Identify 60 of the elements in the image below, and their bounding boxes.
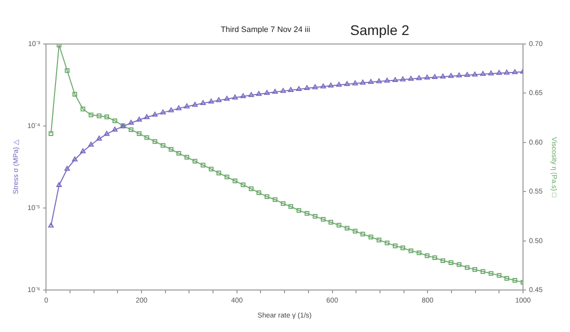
chart-title: Third Sample 7 Nov 24 iii <box>220 25 310 34</box>
text: Sample 2 <box>350 22 410 38</box>
point <box>296 86 302 92</box>
point <box>400 76 406 82</box>
point <box>424 74 430 80</box>
point <box>56 182 62 188</box>
point <box>344 81 350 86</box>
point <box>224 96 230 101</box>
point <box>248 92 254 97</box>
point <box>336 82 342 87</box>
point <box>64 166 70 171</box>
point <box>392 77 398 82</box>
point <box>264 90 270 95</box>
point <box>216 97 222 102</box>
point <box>304 85 310 90</box>
point <box>184 103 190 108</box>
point <box>512 69 518 74</box>
point <box>352 80 358 86</box>
point <box>312 84 318 90</box>
point <box>440 74 446 79</box>
point <box>256 91 262 96</box>
point <box>112 126 118 132</box>
point <box>88 142 94 147</box>
point <box>472 72 478 76</box>
point <box>288 87 294 92</box>
point <box>176 105 182 110</box>
point <box>144 114 150 120</box>
point <box>408 76 414 81</box>
point <box>496 70 502 75</box>
point <box>416 75 422 80</box>
point <box>168 107 174 112</box>
point <box>136 116 142 122</box>
point <box>80 148 86 154</box>
point <box>360 80 366 85</box>
point <box>464 72 470 77</box>
point <box>128 120 134 125</box>
point <box>368 79 374 84</box>
point <box>240 93 246 98</box>
point <box>328 82 334 88</box>
point <box>280 88 286 93</box>
point <box>152 112 158 117</box>
point <box>320 83 326 88</box>
point <box>192 102 198 107</box>
point <box>272 88 278 94</box>
point <box>376 78 382 84</box>
point <box>384 78 390 83</box>
point <box>48 222 54 228</box>
point <box>448 73 454 78</box>
point <box>96 136 102 141</box>
point <box>160 109 166 114</box>
point <box>456 72 462 78</box>
point <box>480 70 486 76</box>
point <box>488 70 494 76</box>
point <box>232 94 238 100</box>
point <box>432 74 438 79</box>
point <box>208 98 214 104</box>
point <box>504 70 510 75</box>
point <box>104 130 110 136</box>
point <box>72 156 78 162</box>
point <box>200 100 206 105</box>
